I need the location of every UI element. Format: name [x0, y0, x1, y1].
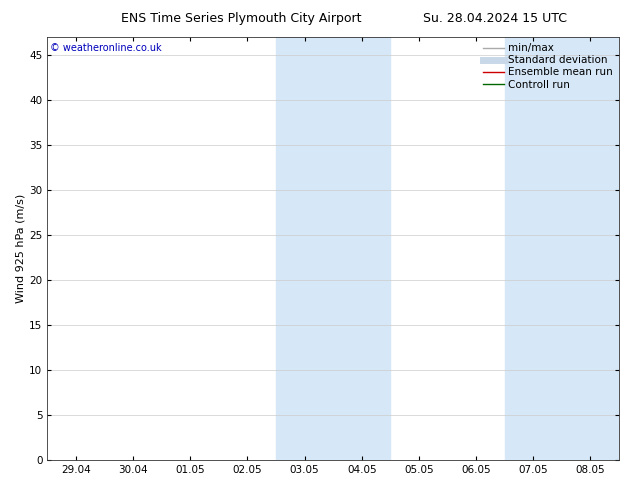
Text: Su. 28.04.2024 15 UTC: Su. 28.04.2024 15 UTC: [422, 12, 567, 25]
Text: ENS Time Series Plymouth City Airport: ENS Time Series Plymouth City Airport: [120, 12, 361, 25]
Bar: [505, 37, 562, 460]
Bar: [333, 37, 391, 460]
Text: © weatheronline.co.uk: © weatheronline.co.uk: [50, 44, 162, 53]
Bar: [276, 37, 333, 460]
Bar: [562, 37, 619, 460]
Legend: min/max, Standard deviation, Ensemble mean run, Controll run: min/max, Standard deviation, Ensemble me…: [479, 39, 617, 94]
Y-axis label: Wind 925 hPa (m/s): Wind 925 hPa (m/s): [15, 194, 25, 303]
